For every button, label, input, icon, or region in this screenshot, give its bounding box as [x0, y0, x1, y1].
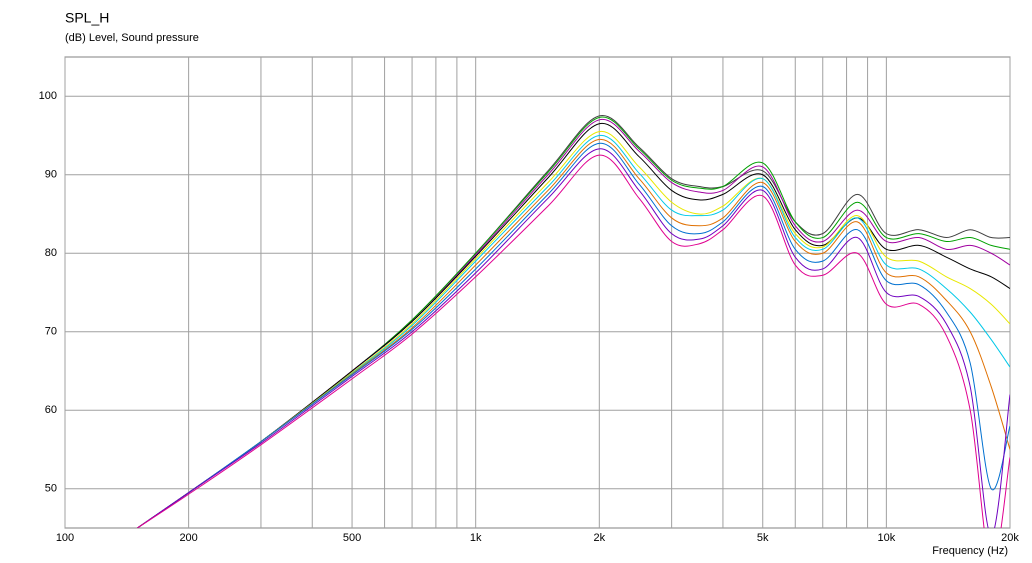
y-tick-label: 90 — [45, 169, 57, 181]
y-tick-label: 60 — [45, 404, 57, 416]
curve — [137, 154, 1010, 528]
x-tick-label: 5k — [757, 532, 769, 544]
curve — [137, 142, 1010, 528]
plot-area — [64, 56, 1011, 529]
curve — [137, 131, 1010, 528]
x-axis-label: Frequency (Hz) — [932, 545, 1008, 557]
x-tick-label: 2k — [594, 532, 606, 544]
curves — [137, 115, 1010, 528]
x-tick-label: 10k — [877, 532, 895, 544]
curve — [137, 134, 1010, 528]
x-tick-label: 500 — [343, 532, 361, 544]
x-tick-label: 200 — [179, 532, 197, 544]
y-tick-label: 80 — [45, 247, 57, 259]
y-tick-label: 70 — [45, 326, 57, 338]
y-tick-label: 50 — [45, 483, 57, 495]
y-tick-label: 100 — [39, 90, 57, 102]
curve — [137, 148, 1010, 528]
chart-title: SPL_H — [65, 10, 109, 26]
x-tick-label: 1k — [470, 532, 482, 544]
y-axis-label: (dB) Level, Sound pressure — [65, 32, 199, 44]
x-tick-label: 100 — [56, 532, 74, 544]
curve — [137, 123, 1010, 528]
curve — [137, 138, 1010, 528]
x-tick-label: 20k — [1001, 532, 1019, 544]
